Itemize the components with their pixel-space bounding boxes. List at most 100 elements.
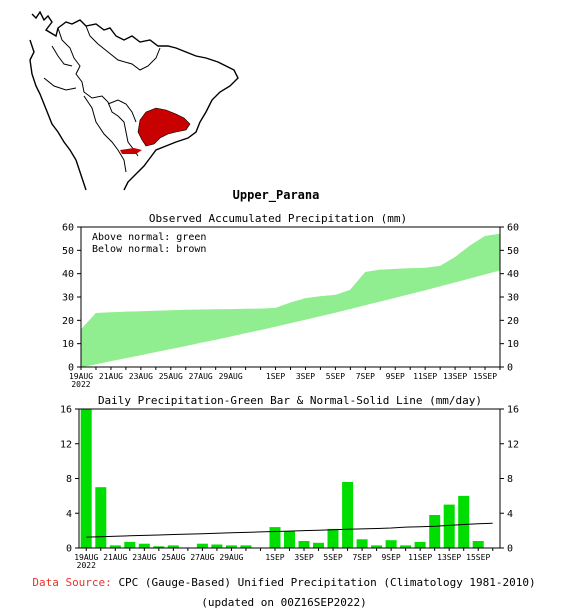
daily-xtick-label: 7SEP bbox=[352, 553, 371, 562]
daily-precip-bar bbox=[167, 545, 179, 548]
daily-ytick-label-right: 16 bbox=[507, 405, 519, 416]
accumulated-above-normal-segment bbox=[110, 311, 127, 362]
accumulated-ytick-label-right: 0 bbox=[507, 363, 513, 374]
accumulated-above-normal-segment bbox=[469, 235, 486, 279]
accumulated-xtick-label: 9SEP bbox=[386, 372, 405, 381]
accumulated-above-normal-segment bbox=[364, 269, 381, 306]
inset-map-upper-parana-tail bbox=[120, 148, 142, 154]
accumulated-above-normal-segment bbox=[305, 296, 321, 320]
daily-precip-bar bbox=[80, 409, 92, 548]
accumulated-above-normal-segment bbox=[454, 245, 471, 283]
accumulated-above-normal-segment bbox=[275, 302, 291, 327]
accumulated-above-normal-segment bbox=[290, 297, 306, 324]
daily-precip-bar bbox=[429, 515, 441, 548]
daily-ytick-label-left: 4 bbox=[66, 509, 72, 520]
daily-precip-bar bbox=[356, 539, 368, 548]
chart-accumulated-fills bbox=[80, 233, 501, 368]
daily-ytick-label-right: 0 bbox=[507, 544, 513, 555]
inset-map-borders bbox=[43, 25, 161, 173]
accumulated-xtick-label: 21AUG bbox=[99, 372, 123, 381]
accumulated-above-normal-segment bbox=[200, 309, 216, 343]
chart-accumulated-title: Observed Accumulated Precipitation (mm) bbox=[149, 212, 407, 225]
accumulated-above-normal-segment bbox=[260, 307, 276, 331]
chart-daily: Daily Precipitation-Green Bar & Normal-S… bbox=[60, 394, 519, 570]
daily-xtick-label: 23AUG bbox=[132, 553, 156, 562]
daily-ytick-label-left: 8 bbox=[66, 474, 72, 485]
daily-precip-bar bbox=[385, 540, 397, 548]
accumulated-above-normal-segment bbox=[320, 294, 336, 317]
accumulated-above-normal-segment bbox=[379, 268, 396, 302]
accumulated-above-normal-segment bbox=[439, 256, 456, 287]
accumulated-above-normal-segment bbox=[350, 271, 366, 310]
accumulated-above-normal-segment bbox=[170, 309, 187, 350]
region-title: Upper_Parana bbox=[233, 188, 320, 203]
daily-ytick-label-left: 12 bbox=[60, 439, 72, 450]
accumulated-above-normal-segment bbox=[215, 309, 231, 340]
accumulated-ytick-label-right: 50 bbox=[507, 246, 519, 257]
accumulated-above-normal-segment bbox=[424, 265, 441, 291]
daily-precip-bar bbox=[400, 545, 412, 548]
daily-xtick-label: 19AUG bbox=[74, 553, 98, 562]
daily-precip-bar bbox=[371, 545, 383, 548]
accumulated-ytick-label-right: 30 bbox=[507, 293, 519, 304]
daily-xtick-label: 25AUG bbox=[161, 553, 185, 562]
daily-ytick-label-right: 12 bbox=[507, 439, 519, 450]
data-source-label: Data Source: bbox=[32, 576, 112, 589]
accumulated-xtick-label: 5SEP bbox=[326, 372, 345, 381]
accumulated-above-normal-segment bbox=[140, 310, 157, 356]
daily-precip-bar bbox=[211, 544, 223, 548]
accumulated-ytick-label-right: 20 bbox=[507, 316, 519, 327]
daily-precip-bar bbox=[443, 504, 455, 548]
daily-xtick-label: 3SEP bbox=[294, 553, 313, 562]
chart-accumulated: Observed Accumulated Precipitation (mm) … bbox=[62, 212, 519, 389]
daily-xtick-label: 9SEP bbox=[381, 553, 400, 562]
accumulated-xtick-year-label: 2022 bbox=[71, 380, 90, 389]
accumulated-xtick-label: 15SEP bbox=[473, 372, 497, 381]
accumulated-ytick-label-right: 40 bbox=[507, 269, 519, 280]
accumulated-xtick-label: 25AUG bbox=[159, 372, 183, 381]
accumulated-above-normal-segment bbox=[484, 233, 501, 275]
daily-precip-bar bbox=[196, 543, 208, 548]
accumulated-above-normal-segment bbox=[245, 308, 261, 334]
accumulated-xtick-label: 1SEP bbox=[266, 372, 285, 381]
daily-precip-bar bbox=[458, 495, 470, 548]
daily-precip-bar bbox=[342, 482, 354, 548]
inset-map-coastline bbox=[31, 10, 239, 191]
daily-ytick-label-right: 4 bbox=[507, 509, 513, 520]
daily-precip-bar bbox=[225, 545, 237, 548]
daily-precip-bar bbox=[284, 531, 295, 548]
daily-xtick-label: 29AUG bbox=[219, 553, 243, 562]
accumulated-ytick-label-left: 30 bbox=[62, 293, 74, 304]
accumulated-above-normal-segment bbox=[80, 312, 97, 368]
daily-precip-bar bbox=[109, 545, 121, 548]
daily-xtick-year-label: 2022 bbox=[77, 561, 96, 570]
daily-ytick-label-right: 8 bbox=[507, 474, 513, 485]
accumulated-ytick-label-left: 40 bbox=[62, 269, 74, 280]
daily-precip-bar bbox=[472, 541, 484, 548]
accumulated-above-normal-segment bbox=[185, 309, 201, 347]
chart-accumulated-yaxis: 0 0 10 10 20 20 30 30 40 40 50 50 60 60 bbox=[62, 223, 519, 374]
accumulated-xtick-label: 13SEP bbox=[443, 372, 467, 381]
accumulated-xtick-label: 19AUG bbox=[69, 372, 93, 381]
daily-normal-line bbox=[86, 522, 493, 538]
accumulated-above-normal-segment bbox=[409, 267, 426, 295]
chart-daily-title: Daily Precipitation-Green Bar & Normal-S… bbox=[98, 394, 482, 407]
chart-daily-yaxis: 0 0 4 4 8 8 12 12 16 16 bbox=[60, 405, 519, 555]
daily-precip-bar bbox=[298, 541, 310, 548]
inset-map-upper-parana-region bbox=[137, 107, 191, 147]
daily-xtick-label: 5SEP bbox=[323, 553, 342, 562]
daily-xtick-label: 11SEP bbox=[408, 553, 432, 562]
daily-xtick-label: 13SEP bbox=[437, 553, 461, 562]
accumulated-xtick-label: 23AUG bbox=[129, 372, 153, 381]
legend-below-normal: Below normal: brown bbox=[92, 244, 206, 255]
accumulated-xtick-label: 7SEP bbox=[356, 372, 375, 381]
daily-xtick-label: 21AUG bbox=[103, 553, 127, 562]
accumulated-ytick-label-right: 60 bbox=[507, 223, 519, 234]
accumulated-xtick-label: 29AUG bbox=[219, 372, 243, 381]
accumulated-xtick-label: 27AUG bbox=[189, 372, 213, 381]
accumulated-above-normal-segment bbox=[394, 268, 411, 298]
inset-map-frame bbox=[30, 8, 239, 190]
